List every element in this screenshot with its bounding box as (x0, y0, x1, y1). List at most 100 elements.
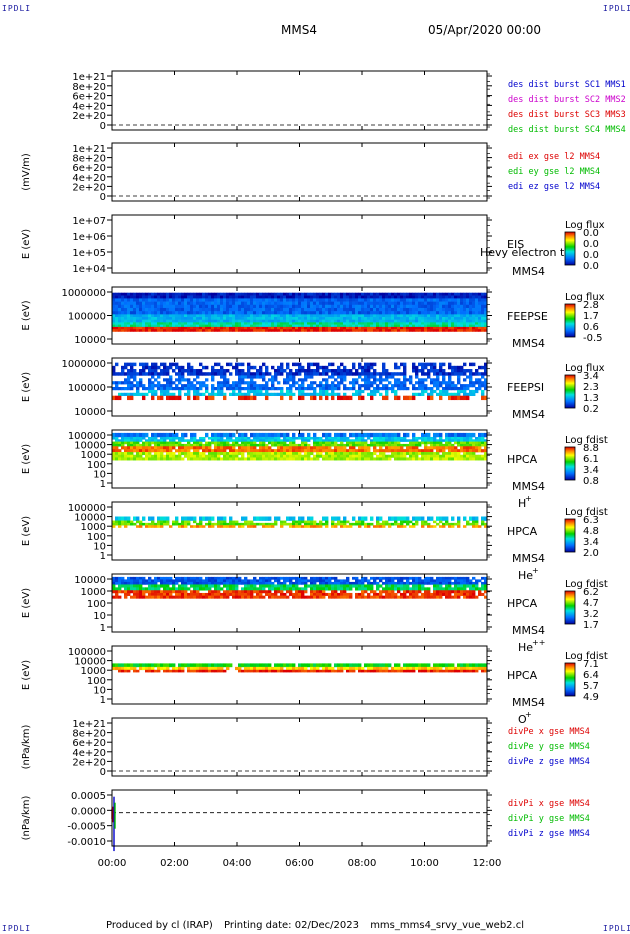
spectrogram-cell (406, 432, 410, 438)
instrument-label: EIS (507, 238, 524, 251)
y-tick-label: 1e+07 (72, 216, 106, 227)
spectrogram-cell (454, 372, 458, 376)
spectrogram-cell (304, 520, 308, 524)
spectrogram-cell (373, 381, 377, 385)
spectrogram-cell (187, 592, 191, 596)
spectrogram-cell (127, 311, 131, 315)
spectrogram-cell (160, 317, 164, 320)
spectrogram-cell (298, 369, 302, 373)
spectrogram-cell (154, 522, 158, 526)
spectrogram-cell (307, 452, 311, 456)
spectrogram-cell (223, 454, 227, 458)
spectrogram-cell (316, 446, 320, 450)
spectrogram-cell (349, 522, 353, 526)
spectrogram-cell (286, 319, 290, 323)
spectrogram-cell (181, 522, 185, 526)
spectrogram-cell (277, 307, 281, 312)
spectrogram-cell (211, 441, 215, 445)
spectrogram-cell (154, 592, 158, 596)
spectrogram-cell (475, 516, 479, 521)
spectrogram-cell (271, 432, 275, 438)
colorbar-tick-label: 0.0 (583, 250, 599, 261)
spectrogram-cell (376, 317, 380, 320)
spectrogram-cell (175, 307, 179, 312)
spectrogram-cell (370, 432, 374, 438)
spectrogram-cell (115, 581, 119, 585)
spectrogram-cell (160, 292, 164, 296)
spectrogram-cell (121, 317, 125, 320)
spectrogram-cell (205, 454, 209, 458)
spectrogram-cell (409, 457, 413, 461)
spectrogram-cell (349, 446, 353, 450)
spectrogram-cell (274, 452, 278, 456)
spectrogram-cell (130, 384, 134, 388)
spectrogram-cell (253, 301, 257, 306)
spectrogram-cell (205, 387, 209, 391)
spectrogram-cell (388, 381, 392, 385)
y-axis-label: E (eV) (21, 444, 32, 474)
spectrogram-cell (217, 590, 221, 594)
spectrogram-cell (418, 292, 422, 296)
spectrogram-cell (259, 584, 263, 588)
spectrogram-cell (187, 362, 191, 367)
spectrogram-cell (421, 292, 425, 296)
spectrogram-cell (178, 317, 182, 320)
spectrogram-cell (181, 301, 185, 306)
spectrogram-cell (289, 446, 293, 450)
spectrogram-cell (361, 324, 365, 328)
y-tick-label: 0 (100, 192, 106, 203)
spectrogram-cell (322, 295, 326, 299)
spectrogram-cell (151, 579, 155, 583)
spectrogram-cell (187, 292, 191, 296)
spectrogram-cell (202, 595, 206, 599)
spectrogram-cell (292, 378, 296, 382)
spectrogram-cell (151, 525, 155, 528)
spectrogram-cell (322, 324, 326, 328)
spectrogram-cell (262, 457, 266, 461)
spectrogram-cell (127, 443, 131, 447)
spectrogram-cell (475, 372, 479, 376)
spectrogram-cell (220, 295, 224, 299)
spectrogram-cell (151, 584, 155, 588)
spectrogram-cell (133, 319, 137, 323)
spectrogram-cell (235, 587, 239, 591)
spectrogram-cell (265, 516, 269, 521)
spectrogram-cell (217, 446, 221, 450)
spectrogram-cell (112, 322, 116, 325)
spectrogram-cell (442, 326, 446, 330)
spectrogram-cell (397, 516, 401, 521)
spectrogram-cell (124, 329, 128, 332)
spectrogram-cell (283, 381, 287, 385)
spectrogram-cell (472, 301, 476, 306)
spectrogram-cell (331, 516, 335, 521)
spectrogram-cell (130, 395, 134, 401)
spectrogram-cell (139, 369, 143, 373)
spectrogram-cell (337, 457, 341, 461)
spectrogram-cell (439, 319, 443, 323)
spectrogram-cell (190, 307, 194, 312)
spectrogram-cell (295, 311, 299, 315)
spectrogram-cell (403, 452, 407, 456)
spectrogram-cell (115, 322, 119, 325)
spectrogram-cell (250, 525, 254, 528)
instrument-label: FEEPSI (507, 381, 544, 394)
spectrogram-cell (124, 454, 128, 458)
spectrogram-cell (358, 314, 362, 318)
spectrogram-cell (259, 579, 263, 583)
spectrogram-cell (469, 375, 473, 379)
spectrogram-cell (175, 378, 179, 382)
spectrogram-cell (223, 304, 227, 309)
spectrogram-cell (301, 381, 305, 385)
spectrogram-cell (136, 292, 140, 296)
spectrogram-cell (190, 319, 194, 323)
spectrogram-cell (319, 298, 323, 302)
spectrogram-cell (427, 295, 431, 299)
colorbar (564, 231, 576, 266)
spectrogram-cell (304, 441, 308, 445)
spectrogram-cell (169, 525, 173, 528)
spectrogram-cell (400, 454, 404, 458)
spectrogram-cell (355, 381, 359, 385)
spectrogram-cell (415, 292, 419, 296)
spectrogram-cell (217, 362, 221, 367)
spectrogram-cell (328, 449, 332, 453)
